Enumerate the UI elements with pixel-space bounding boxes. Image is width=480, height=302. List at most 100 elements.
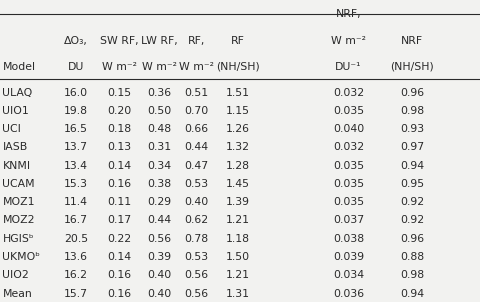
Text: 1.26: 1.26 [226,124,250,134]
Text: 0.94: 0.94 [400,289,424,299]
Text: 19.8: 19.8 [64,106,88,116]
Text: 0.040: 0.040 [333,124,364,134]
Text: UKMOᵇ: UKMOᵇ [2,252,40,262]
Text: 0.16: 0.16 [107,270,131,280]
Text: ΔO₃,: ΔO₃, [64,36,88,46]
Text: 0.039: 0.039 [333,252,364,262]
Text: 0.34: 0.34 [147,161,171,171]
Text: HGISᵇ: HGISᵇ [2,234,34,244]
Text: 0.035: 0.035 [333,106,364,116]
Text: 0.034: 0.034 [333,270,364,280]
Text: 0.56: 0.56 [185,270,209,280]
Text: 0.40: 0.40 [147,289,171,299]
Text: 13.7: 13.7 [64,143,88,153]
Text: 0.36: 0.36 [147,88,171,98]
Text: 1.39: 1.39 [226,197,250,207]
Text: 0.29: 0.29 [147,197,171,207]
Text: 0.78: 0.78 [185,234,209,244]
Text: 1.32: 1.32 [226,143,250,153]
Text: 0.22: 0.22 [107,234,131,244]
Text: Mean: Mean [2,289,32,299]
Text: 0.96: 0.96 [400,234,424,244]
Text: 0.50: 0.50 [147,106,171,116]
Text: 0.16: 0.16 [107,289,131,299]
Text: IASB: IASB [2,143,28,153]
Text: 15.3: 15.3 [64,179,88,189]
Text: RF: RF [231,36,245,46]
Text: 0.92: 0.92 [400,216,424,226]
Text: 0.66: 0.66 [185,124,209,134]
Text: 0.036: 0.036 [333,289,364,299]
Text: 1.21: 1.21 [226,216,250,226]
Text: 0.94: 0.94 [400,161,424,171]
Text: 0.037: 0.037 [333,216,364,226]
Text: UIO2: UIO2 [2,270,29,280]
Text: 0.14: 0.14 [107,252,131,262]
Text: 1.50: 1.50 [226,252,250,262]
Text: MOZ1: MOZ1 [2,197,35,207]
Text: 0.40: 0.40 [185,197,209,207]
Text: 0.40: 0.40 [147,270,171,280]
Text: MOZ2: MOZ2 [2,216,35,226]
Text: DU: DU [68,62,84,72]
Text: UCAM: UCAM [2,179,35,189]
Text: 0.035: 0.035 [333,197,364,207]
Text: KNMI: KNMI [2,161,31,171]
Text: NRF: NRF [401,36,423,46]
Text: ULAQ: ULAQ [2,88,33,98]
Text: 0.44: 0.44 [185,143,209,153]
Text: 13.4: 13.4 [64,161,88,171]
Text: 0.53: 0.53 [185,179,209,189]
Text: NRF,: NRF, [336,9,361,19]
Text: 1.51: 1.51 [226,88,250,98]
Text: 20.5: 20.5 [64,234,88,244]
Text: 1.31: 1.31 [226,289,250,299]
Text: 16.7: 16.7 [64,216,88,226]
Text: 0.47: 0.47 [185,161,209,171]
Text: 0.31: 0.31 [147,143,171,153]
Text: 1.28: 1.28 [226,161,250,171]
Text: 0.56: 0.56 [185,289,209,299]
Text: SW RF,: SW RF, [100,36,138,46]
Text: 0.16: 0.16 [107,179,131,189]
Text: 0.39: 0.39 [147,252,171,262]
Text: 1.15: 1.15 [226,106,250,116]
Text: 13.6: 13.6 [64,252,88,262]
Text: 0.97: 0.97 [400,143,424,153]
Text: (NH/SH): (NH/SH) [390,62,434,72]
Text: 0.88: 0.88 [400,252,424,262]
Text: 0.032: 0.032 [333,88,364,98]
Text: 0.93: 0.93 [400,124,424,134]
Text: 0.035: 0.035 [333,161,364,171]
Text: 0.53: 0.53 [185,252,209,262]
Text: 11.4: 11.4 [64,197,88,207]
Text: 0.92: 0.92 [400,197,424,207]
Text: 0.13: 0.13 [107,143,131,153]
Text: 16.0: 16.0 [64,88,88,98]
Text: 0.20: 0.20 [107,106,131,116]
Text: LW RF,: LW RF, [141,36,178,46]
Text: W m⁻²: W m⁻² [331,36,366,46]
Text: 16.5: 16.5 [64,124,88,134]
Text: 0.11: 0.11 [107,197,131,207]
Text: 0.38: 0.38 [147,179,171,189]
Text: UCI: UCI [2,124,21,134]
Text: 0.032: 0.032 [333,143,364,153]
Text: 0.70: 0.70 [185,106,209,116]
Text: 0.62: 0.62 [185,216,209,226]
Text: 0.14: 0.14 [107,161,131,171]
Text: 0.44: 0.44 [147,216,171,226]
Text: 16.2: 16.2 [64,270,88,280]
Text: 0.035: 0.035 [333,179,364,189]
Text: 0.038: 0.038 [333,234,364,244]
Text: 1.18: 1.18 [226,234,250,244]
Text: W m⁻²: W m⁻² [142,62,177,72]
Text: 0.15: 0.15 [107,88,131,98]
Text: DU⁻¹: DU⁻¹ [336,62,361,72]
Text: 0.51: 0.51 [185,88,209,98]
Text: 0.48: 0.48 [147,124,171,134]
Text: Model: Model [2,62,36,72]
Text: 0.96: 0.96 [400,88,424,98]
Text: 0.95: 0.95 [400,179,424,189]
Text: 0.98: 0.98 [400,106,424,116]
